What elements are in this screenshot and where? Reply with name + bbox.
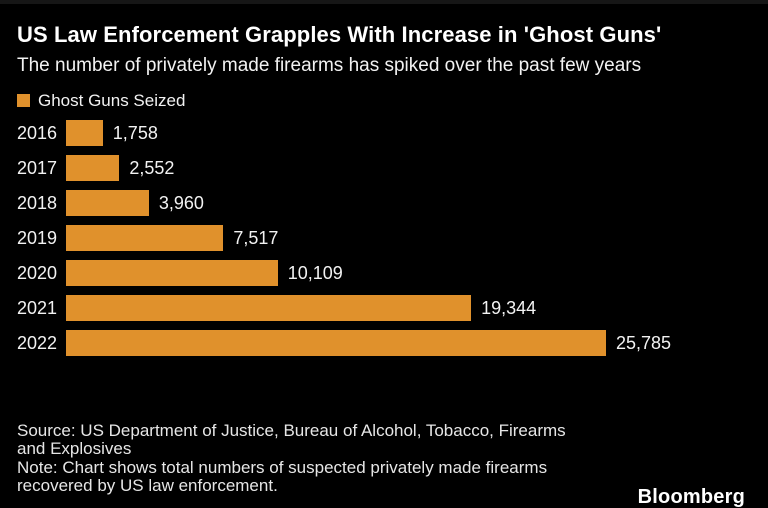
year-label: 2019 <box>17 227 58 248</box>
bar-value-label: 19,344 <box>481 297 537 318</box>
bar <box>66 225 224 252</box>
bar-value-label: 3,960 <box>158 192 204 213</box>
bar-value-label: 1,758 <box>112 122 158 143</box>
year-label: 2016 <box>17 122 58 143</box>
bar-row: 2017 2,552 <box>17 151 751 186</box>
bar <box>66 155 120 182</box>
bar-row: 2019 7,517 <box>17 221 751 256</box>
bar <box>66 260 278 287</box>
bar-row: 2022 25,785 <box>17 326 751 361</box>
bar-row: 2016 1,758 <box>17 116 751 151</box>
chart-card: US Law Enforcement Grapples With Increas… <box>0 21 768 508</box>
year-label: 2021 <box>17 297 58 318</box>
chart-title: US Law Enforcement Grapples With Increas… <box>17 22 662 47</box>
bar <box>66 295 472 322</box>
bar-value-label: 7,517 <box>233 227 279 248</box>
bar-value-label: 25,785 <box>616 332 672 353</box>
bar <box>66 330 606 357</box>
bar-row: 2018 3,960 <box>17 186 751 221</box>
top-border-strip <box>0 0 768 4</box>
year-label: 2022 <box>17 332 58 353</box>
bar-value-label: 2,552 <box>129 157 175 178</box>
note-text: Note: Chart shows total numbers of suspe… <box>17 457 548 496</box>
bar-row: 2021 19,344 <box>17 291 751 326</box>
legend-label: Ghost Guns Seized <box>38 90 186 110</box>
footer-notes: Source: US Department of Justice, Bureau… <box>17 420 617 496</box>
legend: Ghost Guns Seized <box>17 90 751 110</box>
chart-subtitle: The number of privately made firearms ha… <box>17 55 642 77</box>
bar <box>66 120 103 147</box>
year-label: 2017 <box>17 157 58 178</box>
source-text: Source: US Department of Justice, Bureau… <box>17 420 566 459</box>
bar-value-label: 10,109 <box>287 262 343 283</box>
bar-row: 2020 10,109 <box>17 256 751 291</box>
year-label: 2020 <box>17 262 58 283</box>
legend-swatch-icon <box>17 94 30 108</box>
year-label: 2018 <box>17 192 58 213</box>
bar <box>66 190 149 217</box>
bar-chart: 2016 1,758 2017 2,552 2018 3,960 2019 7,517 2020… <box>17 116 751 361</box>
bloomberg-logo: Bloomberg <box>637 486 745 508</box>
